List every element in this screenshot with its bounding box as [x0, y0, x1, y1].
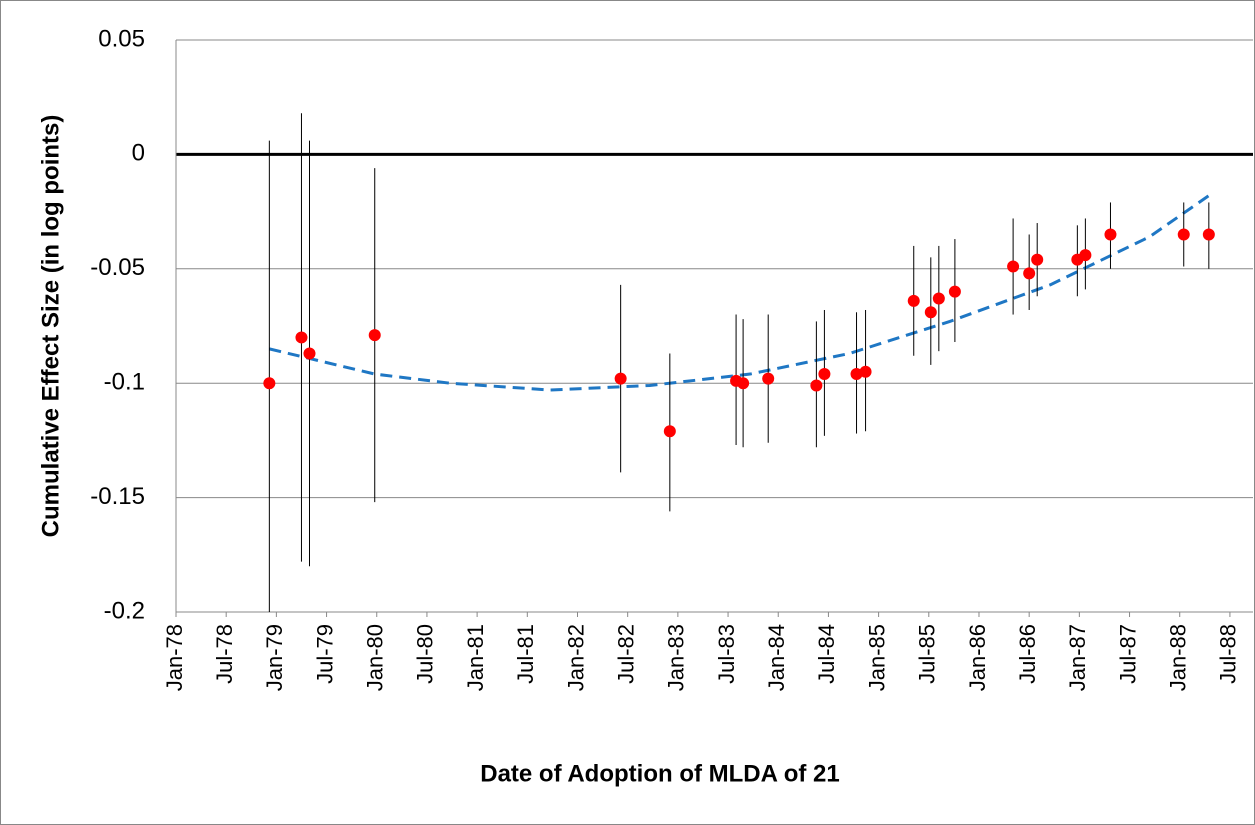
data-point — [1023, 267, 1036, 280]
data-point — [1202, 228, 1215, 241]
data-point — [303, 347, 316, 360]
x-tick-label: Jul-82 — [613, 624, 638, 684]
data-point — [1007, 260, 1020, 273]
x-tick-label: Jul-85 — [915, 624, 940, 684]
x-axis-title: Date of Adoption of MLDA of 21 — [480, 760, 840, 787]
x-tick-label: Jan-78 — [162, 624, 187, 691]
trend-line — [268, 194, 1210, 392]
x-tick-label: Jan-79 — [262, 624, 287, 691]
x-tick-label: Jan-83 — [664, 624, 689, 691]
x-tick-label: Jan-86 — [965, 624, 990, 691]
data-point — [924, 306, 937, 319]
data-point — [762, 372, 775, 385]
x-tick-label: Jan-88 — [1166, 624, 1191, 691]
data-point — [1079, 249, 1092, 262]
x-tick-label: Jan-82 — [563, 624, 588, 691]
x-tick-label: Jan-87 — [1065, 624, 1090, 691]
data-point — [859, 365, 872, 378]
x-tick-label: Jul-79 — [312, 624, 337, 684]
data-point — [932, 292, 945, 305]
x-tick-label: Jan-84 — [764, 624, 789, 691]
x-tick-label: Jul-83 — [714, 624, 739, 684]
y-tick-label: -0.1 — [104, 369, 145, 396]
data-point — [663, 425, 676, 438]
data-point — [1104, 228, 1117, 241]
x-tick-label: Jul-81 — [513, 624, 538, 684]
y-axis-title: Cumulative Effect Size (in log points) — [37, 115, 64, 538]
x-tick-label: Jan-81 — [463, 624, 488, 691]
y-tick-label: -0.15 — [90, 483, 145, 510]
x-tick-label: Jul-87 — [1115, 624, 1140, 684]
x-tick-label: Jan-85 — [864, 624, 889, 691]
data-point — [810, 379, 823, 392]
data-point — [263, 377, 276, 390]
data-point — [1177, 228, 1190, 241]
data-point — [737, 377, 750, 390]
data-point — [368, 329, 381, 342]
x-tick-label: Jul-86 — [1015, 624, 1040, 684]
plot-area — [263, 113, 1215, 612]
data-point — [850, 368, 863, 381]
y-tick-label: 0 — [132, 140, 145, 167]
y-tick-label: -0.05 — [90, 254, 145, 281]
x-tick-label: Jan-80 — [363, 624, 388, 691]
data-point — [907, 294, 920, 307]
x-tick-label: Jul-88 — [1216, 624, 1241, 684]
y-tick-label: 0.05 — [98, 25, 145, 52]
data-point — [295, 331, 308, 344]
x-tick-label: Jul-84 — [814, 624, 839, 684]
data-point — [818, 368, 831, 381]
data-point — [1031, 253, 1044, 266]
data-point — [614, 372, 627, 385]
x-tick-label: Jul-80 — [413, 624, 438, 684]
x-tick-label: Jul-78 — [212, 624, 237, 684]
y-tick-label: -0.2 — [104, 597, 145, 624]
data-point — [948, 285, 961, 298]
